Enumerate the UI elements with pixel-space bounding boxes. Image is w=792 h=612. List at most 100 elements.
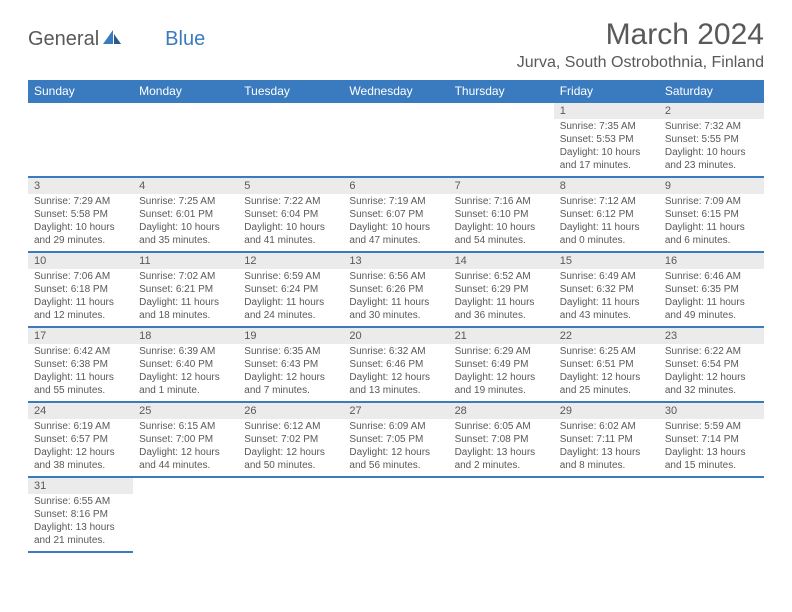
daylight-text-1: Daylight: 10 hours (560, 146, 653, 159)
sunset-text: Sunset: 6:40 PM (139, 358, 232, 371)
daylight-text-1: Daylight: 10 hours (34, 221, 127, 234)
daylight-text-2: and 6 minutes. (665, 234, 758, 247)
col-fri: Friday (554, 80, 659, 103)
day-number-cell (238, 103, 343, 120)
daylight-text-1: Daylight: 13 hours (34, 521, 127, 534)
day-number-cell: 20 (343, 327, 448, 344)
daylight-text-2: and 7 minutes. (244, 384, 337, 397)
day-number-cell: 18 (133, 327, 238, 344)
day-detail-cell: Sunrise: 7:06 AMSunset: 6:18 PMDaylight:… (28, 269, 133, 327)
sunrise-text: Sunrise: 6:05 AM (455, 420, 548, 433)
sunrise-text: Sunrise: 6:22 AM (665, 345, 758, 358)
daylight-text-1: Daylight: 12 hours (244, 371, 337, 384)
day-number-cell: 14 (449, 252, 554, 269)
sunrise-text: Sunrise: 6:49 AM (560, 270, 653, 283)
sunrise-text: Sunrise: 7:32 AM (665, 120, 758, 133)
sunrise-text: Sunrise: 7:22 AM (244, 195, 337, 208)
logo-blue: Blue (165, 28, 205, 51)
day-number-cell: 25 (133, 402, 238, 419)
sunset-text: Sunset: 7:08 PM (455, 433, 548, 446)
day-detail-cell: Sunrise: 6:29 AMSunset: 6:49 PMDaylight:… (449, 344, 554, 402)
day-number-cell (28, 103, 133, 120)
week-daynum-row: 31 (28, 477, 764, 494)
daylight-text-2: and 13 minutes. (349, 384, 442, 397)
col-thu: Thursday (449, 80, 554, 103)
daylight-text-1: Daylight: 11 hours (560, 221, 653, 234)
week-daynum-row: 17181920212223 (28, 327, 764, 344)
daylight-text-1: Daylight: 10 hours (455, 221, 548, 234)
day-detail-cell: Sunrise: 6:22 AMSunset: 6:54 PMDaylight:… (659, 344, 764, 402)
sunset-text: Sunset: 6:46 PM (349, 358, 442, 371)
daylight-text-2: and 55 minutes. (34, 384, 127, 397)
day-detail-cell (343, 494, 448, 552)
daylight-text-1: Daylight: 11 hours (139, 296, 232, 309)
daylight-text-1: Daylight: 12 hours (139, 371, 232, 384)
daylight-text-1: Daylight: 12 hours (139, 446, 232, 459)
day-number-cell: 12 (238, 252, 343, 269)
sunrise-text: Sunrise: 6:09 AM (349, 420, 442, 433)
sunrise-text: Sunrise: 6:32 AM (349, 345, 442, 358)
daylight-text-2: and 25 minutes. (560, 384, 653, 397)
sunset-text: Sunset: 6:12 PM (560, 208, 653, 221)
day-detail-cell: Sunrise: 7:22 AMSunset: 6:04 PMDaylight:… (238, 194, 343, 252)
sunset-text: Sunset: 6:21 PM (139, 283, 232, 296)
sunset-text: Sunset: 6:43 PM (244, 358, 337, 371)
day-number-cell: 17 (28, 327, 133, 344)
day-detail-cell: Sunrise: 7:02 AMSunset: 6:21 PMDaylight:… (133, 269, 238, 327)
sunrise-text: Sunrise: 5:59 AM (665, 420, 758, 433)
daylight-text-2: and 54 minutes. (455, 234, 548, 247)
sunset-text: Sunset: 6:07 PM (349, 208, 442, 221)
week-detail-row: Sunrise: 6:55 AMSunset: 8:16 PMDaylight:… (28, 494, 764, 552)
daylight-text-2: and 30 minutes. (349, 309, 442, 322)
daylight-text-1: Daylight: 11 hours (665, 221, 758, 234)
day-number-cell (554, 477, 659, 494)
day-number-cell: 11 (133, 252, 238, 269)
day-detail-cell: Sunrise: 6:35 AMSunset: 6:43 PMDaylight:… (238, 344, 343, 402)
col-mon: Monday (133, 80, 238, 103)
header: General Blue March 2024 Jurva, South Ost… (28, 18, 764, 72)
sunrise-text: Sunrise: 6:59 AM (244, 270, 337, 283)
daylight-text-2: and 1 minute. (139, 384, 232, 397)
day-detail-cell: Sunrise: 7:16 AMSunset: 6:10 PMDaylight:… (449, 194, 554, 252)
sunset-text: Sunset: 7:11 PM (560, 433, 653, 446)
day-number-cell (343, 103, 448, 120)
sunrise-text: Sunrise: 6:42 AM (34, 345, 127, 358)
day-number-cell: 1 (554, 103, 659, 120)
daylight-text-1: Daylight: 10 hours (139, 221, 232, 234)
week-detail-row: Sunrise: 6:42 AMSunset: 6:38 PMDaylight:… (28, 344, 764, 402)
day-number-cell: 9 (659, 177, 764, 194)
sunrise-text: Sunrise: 6:55 AM (34, 495, 127, 508)
calendar-table: Sunday Monday Tuesday Wednesday Thursday… (28, 80, 764, 553)
day-number-cell: 16 (659, 252, 764, 269)
sunset-text: Sunset: 6:54 PM (665, 358, 758, 371)
daylight-text-2: and 35 minutes. (139, 234, 232, 247)
day-header-row: Sunday Monday Tuesday Wednesday Thursday… (28, 80, 764, 103)
sunrise-text: Sunrise: 7:29 AM (34, 195, 127, 208)
daylight-text-1: Daylight: 11 hours (665, 296, 758, 309)
sunrise-text: Sunrise: 7:02 AM (139, 270, 232, 283)
day-detail-cell: Sunrise: 7:09 AMSunset: 6:15 PMDaylight:… (659, 194, 764, 252)
daylight-text-2: and 8 minutes. (560, 459, 653, 472)
daylight-text-2: and 56 minutes. (349, 459, 442, 472)
daylight-text-1: Daylight: 12 hours (349, 371, 442, 384)
title-block: March 2024 Jurva, South Ostrobothnia, Fi… (517, 18, 764, 72)
col-tue: Tuesday (238, 80, 343, 103)
daylight-text-2: and 12 minutes. (34, 309, 127, 322)
daylight-text-2: and 18 minutes. (139, 309, 232, 322)
logo-general: General (28, 28, 99, 51)
daylight-text-1: Daylight: 11 hours (34, 296, 127, 309)
day-detail-cell: Sunrise: 6:46 AMSunset: 6:35 PMDaylight:… (659, 269, 764, 327)
sunset-text: Sunset: 5:55 PM (665, 133, 758, 146)
sunrise-text: Sunrise: 6:25 AM (560, 345, 653, 358)
daylight-text-1: Daylight: 12 hours (665, 371, 758, 384)
sunset-text: Sunset: 6:49 PM (455, 358, 548, 371)
sunset-text: Sunset: 6:51 PM (560, 358, 653, 371)
col-sat: Saturday (659, 80, 764, 103)
day-detail-cell: Sunrise: 6:32 AMSunset: 6:46 PMDaylight:… (343, 344, 448, 402)
sunset-text: Sunset: 6:57 PM (34, 433, 127, 446)
day-detail-cell (238, 119, 343, 177)
day-detail-cell: Sunrise: 6:56 AMSunset: 6:26 PMDaylight:… (343, 269, 448, 327)
sunset-text: Sunset: 5:58 PM (34, 208, 127, 221)
day-number-cell: 24 (28, 402, 133, 419)
day-detail-cell (449, 119, 554, 177)
